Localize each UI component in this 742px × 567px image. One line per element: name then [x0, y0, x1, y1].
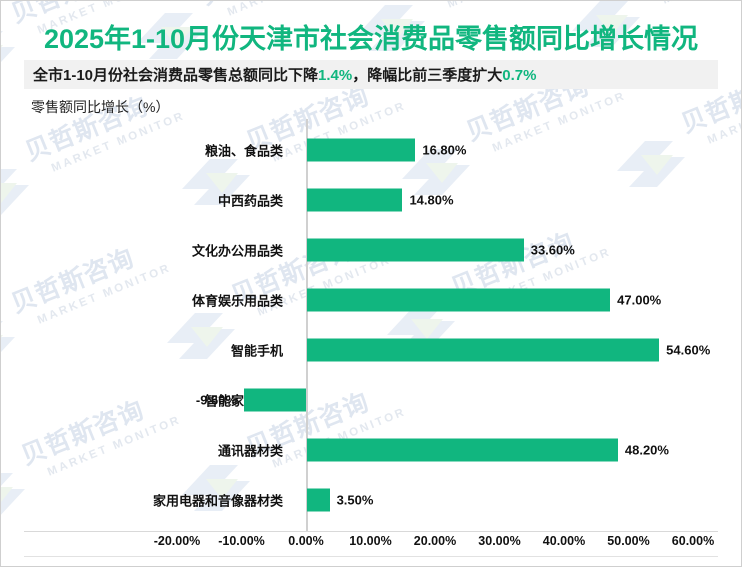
x-axis-tick-label: 0.00% [288, 534, 324, 548]
bar-row: 智能手机 54.60% [1, 325, 741, 375]
summary-highlight-widened: 0.7% [502, 67, 537, 84]
zero-baseline [306, 119, 308, 531]
x-axis-tick-label: 10.00% [349, 534, 392, 548]
bar [307, 438, 618, 462]
bar-value-label: 54.60% [666, 342, 711, 358]
bar-value-label: 33.60% [530, 242, 575, 258]
x-axis-tick-label: 50.00% [607, 534, 650, 548]
watermark-cn: 贝哲斯咨询 [195, 1, 358, 12]
x-axis-tick-label: -20.00% [153, 534, 201, 548]
bar-value-label: 47.00% [617, 292, 662, 308]
x-axis-tick-label: -10.00% [218, 534, 265, 548]
bar [307, 138, 416, 162]
category-label: 家用电器和音像器材类 [152, 493, 283, 509]
category-label: 文化办公用品类 [191, 243, 283, 259]
bar-row: 智能家用电器-9.60% [1, 375, 741, 425]
category-label: 中西药品类 [217, 193, 283, 209]
bar [307, 238, 524, 262]
bar-row: 家用电器和音像器材类 3.50% [1, 475, 741, 525]
bar-value-label: 48.20% [624, 442, 669, 458]
bar [307, 338, 660, 362]
category-label: 通讯器材类 [217, 443, 283, 459]
watermark-cn: 贝哲斯咨询 [415, 1, 578, 4]
page-title: 2025年1-10月份天津市社会消费品零售额同比增长情况 [43, 24, 699, 54]
x-axis-tick-label: 30.00% [478, 534, 521, 548]
bar [307, 488, 330, 512]
bar [244, 388, 306, 412]
bar-row: 粮油、食品类 16.80% [1, 125, 741, 175]
category-label: 体育娱乐用品类 [191, 293, 283, 309]
summary-prefix: 全市1-10月份社会消费品零售总额同比下降 [33, 67, 319, 84]
bar-value-label: 14.80% [409, 192, 454, 208]
bar [307, 288, 611, 312]
watermark-text: 贝哲斯咨询 MARKET MONITOR [415, 1, 583, 17]
bar [307, 188, 403, 212]
x-axis-tick-label: 60.00% [671, 534, 715, 548]
x-axis-line [24, 531, 718, 532]
watermark-en: MARKET MONITOR [446, 1, 583, 11]
bar-value-label: 3.50% [336, 492, 374, 508]
bar-row: 通讯器材类 48.20% [1, 425, 741, 475]
watermark-en: MARKET MONITOR [226, 1, 363, 19]
x-axis-tick-label: 20.00% [413, 534, 457, 548]
watermark-text: 贝哲斯咨询 MARKET MONITOR [630, 1, 741, 13]
summary-middle: ，降幅比前三季度扩大 [352, 67, 503, 84]
x-axis-ticks: -20.00% -10.00% 0.00% 10.00% 20.00% 30.00% 40.… [1, 534, 741, 560]
category-label: 粮油、食品类 [204, 143, 283, 159]
bar-row: 体育娱乐用品类 47.00% [1, 275, 741, 325]
plot-area: 粮油、食品类 16.80% 中西药品类 14.80% 文化办公用品类 33.60% 体育娱乐… [1, 119, 741, 531]
bar-rows: 粮油、食品类 16.80% 中西药品类 14.80% 文化办公用品类 33.60% 体育娱乐… [1, 119, 741, 531]
value-axis-title: 零售额同比增长（%） [31, 99, 170, 115]
category-label: 智能手机 [230, 343, 283, 359]
bar-value-label: 16.80% [422, 142, 467, 158]
summary-banner: 全市1-10月份社会消费品零售总额同比下降1.4%，降幅比前三季度扩大0.7% [24, 60, 718, 89]
footer-divider [24, 556, 718, 557]
watermark-en: MARKET MONITOR [661, 1, 741, 7]
summary-text: 全市1-10月份社会消费品零售总额同比下降1.4%，降幅比前三季度扩大0.7% [33, 64, 536, 85]
bar-row: 中西药品类 14.80% [1, 175, 741, 225]
summary-highlight-decline: 1.4% [318, 67, 353, 84]
bar-row: 文化办公用品类 33.60% [1, 225, 741, 275]
x-axis-tick-label: 40.00% [542, 534, 586, 548]
bar-value-label: -9.60% [195, 392, 238, 408]
